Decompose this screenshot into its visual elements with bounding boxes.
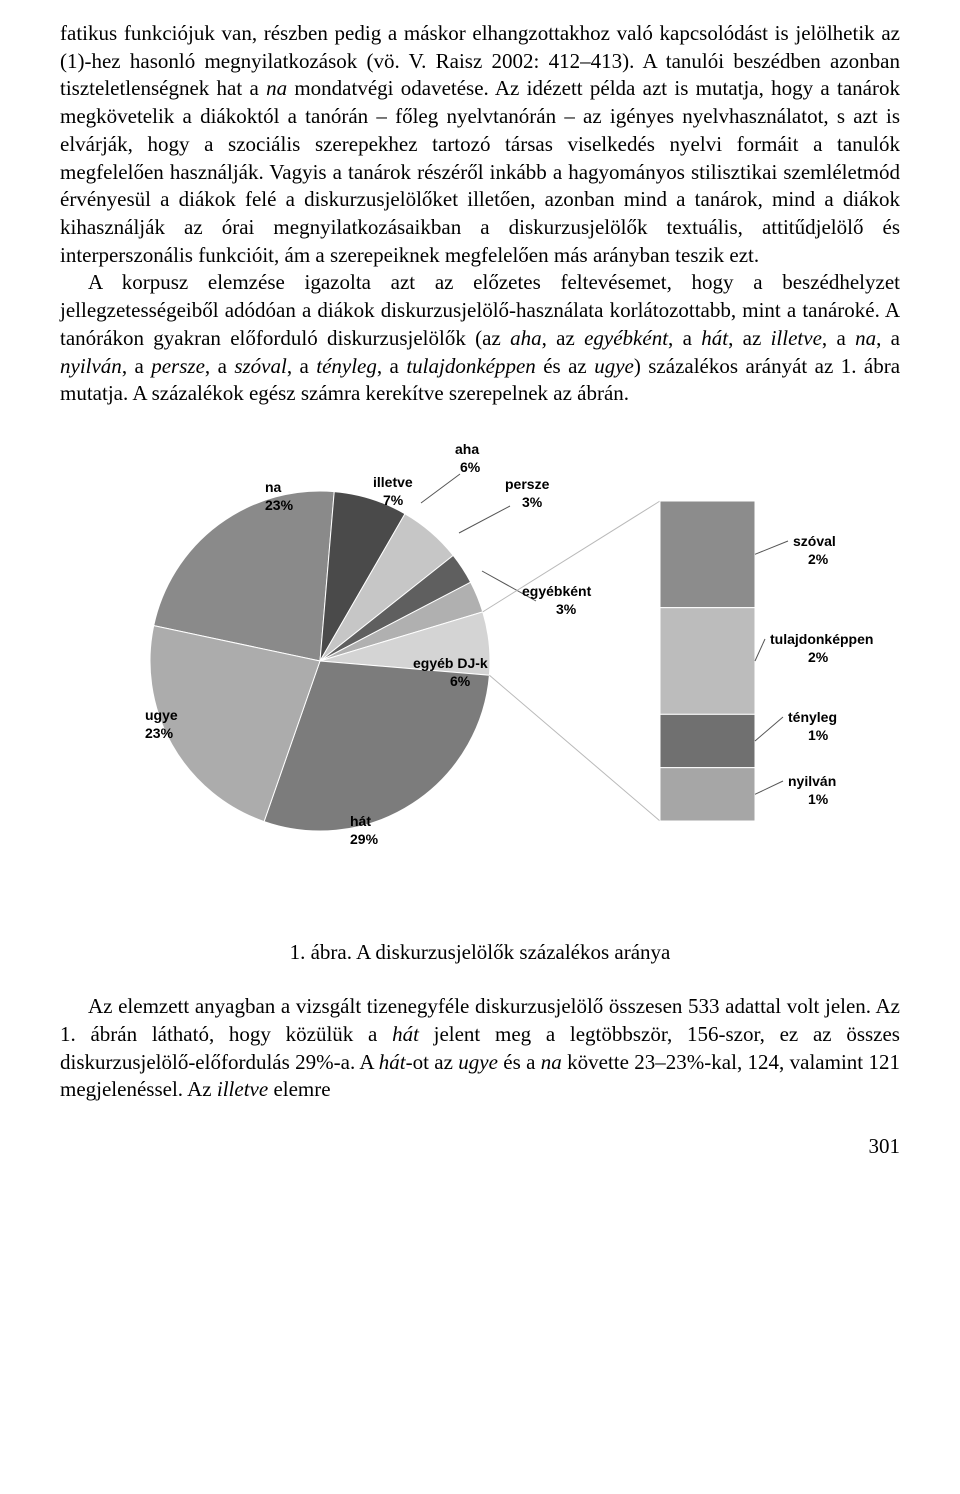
text-italic: ugye bbox=[458, 1050, 498, 1074]
bar-label: szóval bbox=[793, 533, 836, 549]
text-italic: szóval bbox=[234, 354, 287, 378]
leader-line bbox=[755, 781, 783, 794]
bar-pct: 2% bbox=[808, 649, 829, 665]
text: , az bbox=[542, 326, 585, 350]
slice-pct: 23% bbox=[145, 725, 174, 741]
leader-line bbox=[459, 506, 510, 533]
slice-label: persze bbox=[505, 476, 550, 492]
text: elemre bbox=[268, 1077, 330, 1101]
text-italic: na bbox=[855, 326, 876, 350]
page-number: 301 bbox=[60, 1134, 900, 1159]
slice-pct: 29% bbox=[350, 831, 379, 847]
text: , az bbox=[728, 326, 771, 350]
text: , a bbox=[122, 354, 151, 378]
leader-line bbox=[421, 474, 460, 503]
text: , a bbox=[668, 326, 701, 350]
text-italic: persze bbox=[151, 354, 205, 378]
bar-pct: 1% bbox=[808, 791, 829, 807]
text-italic: ugye bbox=[594, 354, 634, 378]
slice-pct: 7% bbox=[383, 492, 404, 508]
slice-label: illetve bbox=[373, 474, 413, 490]
pie-bar-chart: na 23% illetve 7% aha 6% persze 3% egyébként 3% eg… bbox=[70, 426, 890, 916]
text-italic: nyilván bbox=[60, 354, 122, 378]
bar-segment bbox=[660, 714, 755, 767]
slice-pct: 3% bbox=[522, 494, 543, 510]
leader-line bbox=[755, 639, 765, 661]
bar-segment bbox=[660, 501, 755, 608]
text: , a bbox=[876, 326, 900, 350]
slice-pct: 23% bbox=[265, 497, 294, 513]
text: , a bbox=[822, 326, 855, 350]
bar-segment bbox=[660, 608, 755, 715]
bar-label: tulajdonképpen bbox=[770, 631, 873, 647]
text-italic: hát bbox=[379, 1050, 406, 1074]
slice-label: aha bbox=[455, 441, 479, 457]
page: fatikus funkciójuk van, részben pedig a … bbox=[0, 0, 960, 1199]
leader-line bbox=[755, 717, 783, 741]
bar-label: tényleg bbox=[788, 709, 837, 725]
bar-pct: 2% bbox=[808, 551, 829, 567]
text: , a bbox=[377, 354, 406, 378]
text-italic: hát bbox=[392, 1022, 419, 1046]
text-italic: illetve bbox=[771, 326, 822, 350]
slice-label: na bbox=[265, 479, 282, 495]
slice-pct: 6% bbox=[450, 673, 471, 689]
text-italic: egyébként bbox=[584, 326, 668, 350]
slice-label: ugye bbox=[145, 707, 178, 723]
paragraph-1: fatikus funkciójuk van, részben pedig a … bbox=[60, 20, 900, 269]
leader-line bbox=[755, 541, 788, 554]
text: -ot az bbox=[406, 1050, 459, 1074]
slice-label: hát bbox=[350, 813, 371, 829]
figure-caption: 1. ábra. A diskurzusjelölők százalékos a… bbox=[60, 940, 900, 965]
text-italic: na bbox=[541, 1050, 562, 1074]
text-italic: aha bbox=[510, 326, 542, 350]
text-italic: tényleg bbox=[316, 354, 377, 378]
figure-1: na 23% illetve 7% aha 6% persze 3% egyébként 3% eg… bbox=[60, 426, 900, 916]
text: és a bbox=[498, 1050, 541, 1074]
text: , a bbox=[205, 354, 234, 378]
text: és az bbox=[536, 354, 594, 378]
text-italic: tulajdonképpen bbox=[406, 354, 535, 378]
bar-pct: 1% bbox=[808, 727, 829, 743]
paragraph-3: Az elemzett anyagban a vizsgált tizenegy… bbox=[60, 993, 900, 1104]
slice-label: egyéb DJ-k bbox=[413, 655, 488, 671]
text-italic: na bbox=[266, 76, 287, 100]
bar-label: nyilván bbox=[788, 773, 836, 789]
paragraph-2: A korpusz elemzése igazolta azt az előze… bbox=[60, 269, 900, 408]
slice-pct: 6% bbox=[460, 459, 481, 475]
text-italic: illetve bbox=[217, 1077, 268, 1101]
slice-label: egyébként bbox=[522, 583, 592, 599]
slice-pct: 3% bbox=[556, 601, 577, 617]
text: , a bbox=[287, 354, 316, 378]
text-italic: hát bbox=[701, 326, 728, 350]
text: mondatvégi odavetése. Az idézett példa a… bbox=[60, 76, 900, 266]
bar-segment bbox=[660, 768, 755, 821]
connector-line bbox=[489, 675, 660, 821]
